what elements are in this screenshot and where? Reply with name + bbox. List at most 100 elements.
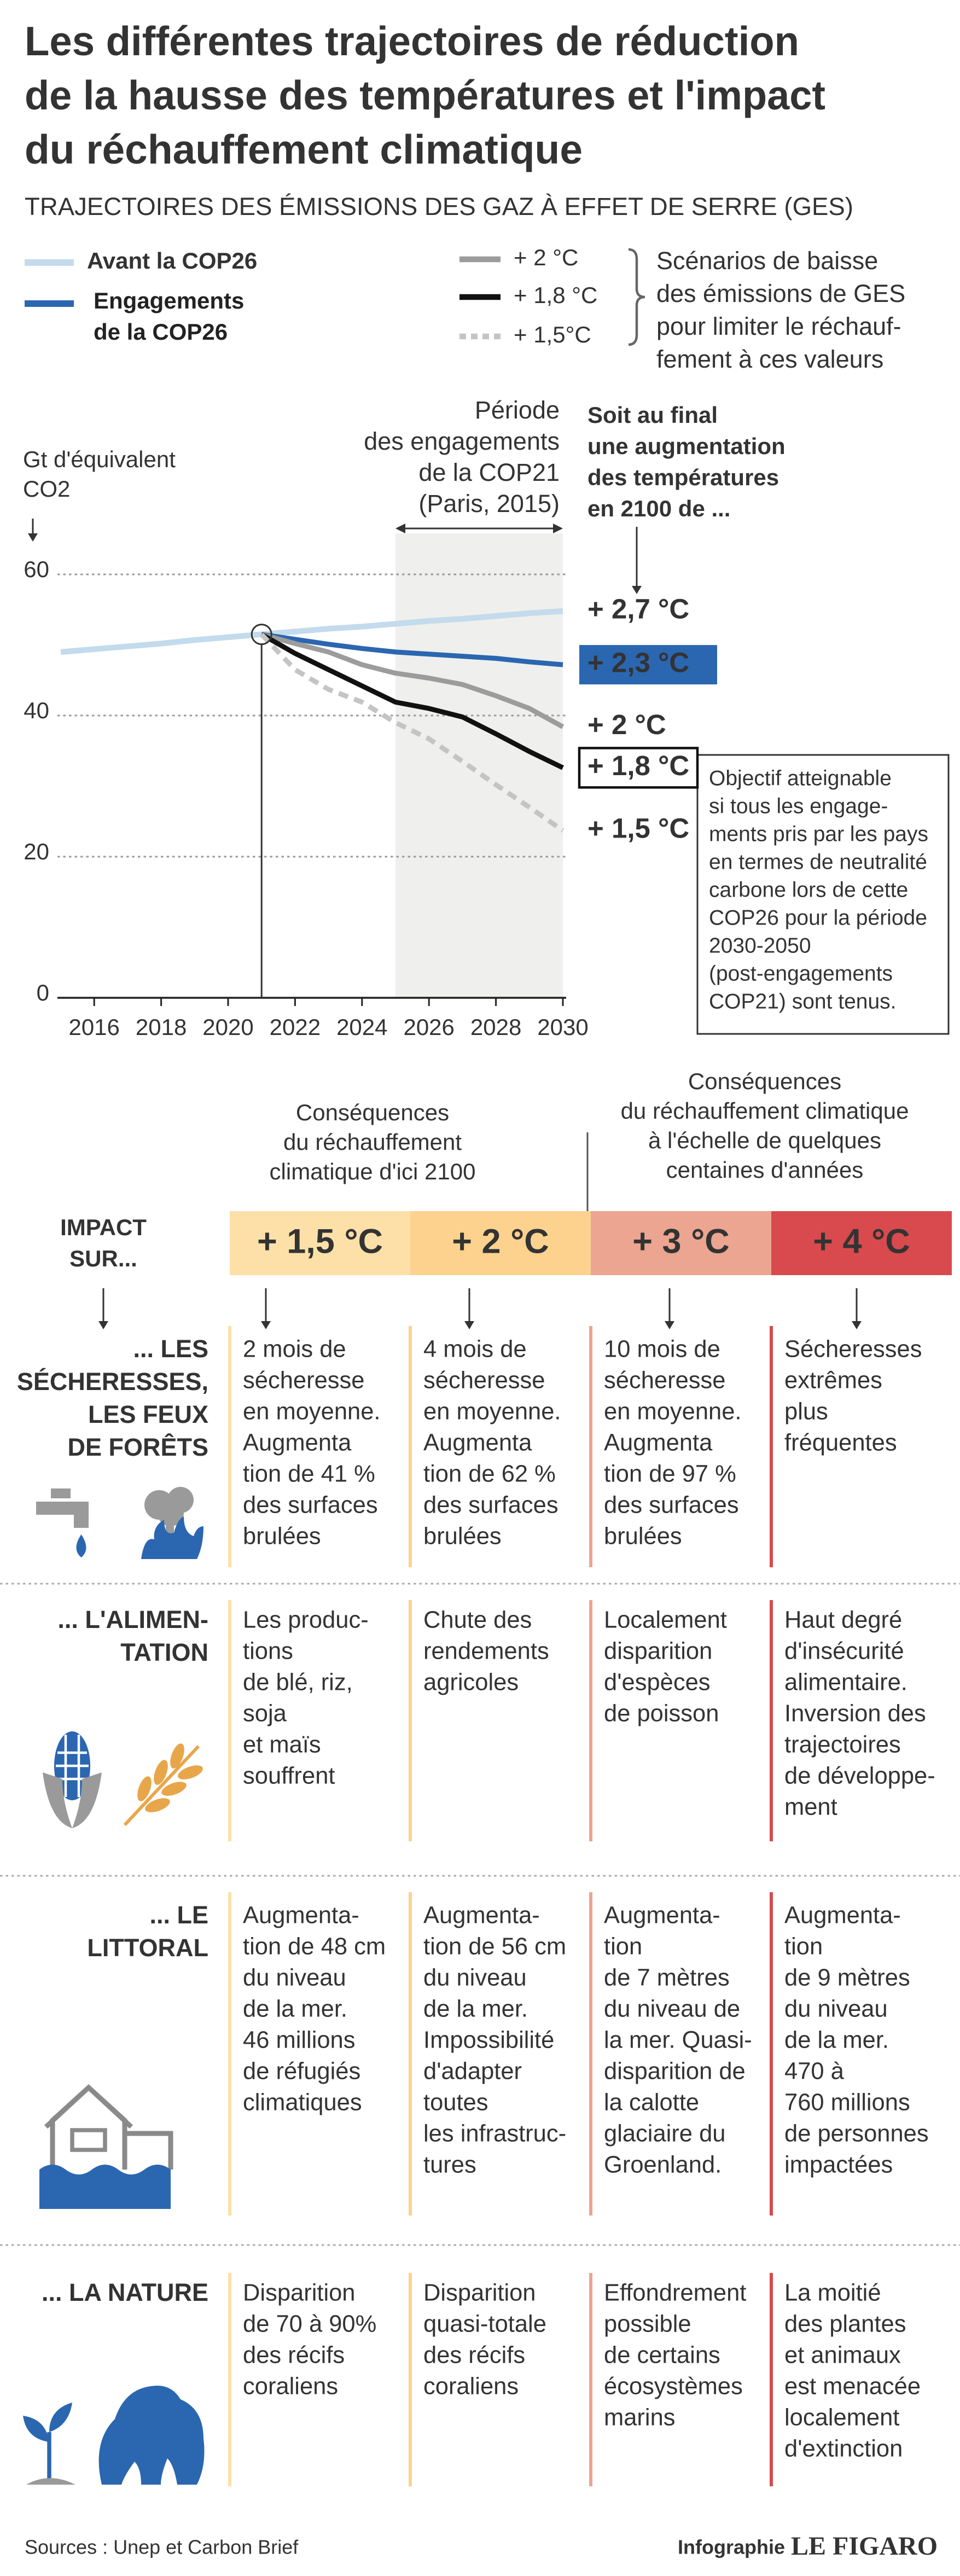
- period-label: des engagements: [364, 427, 560, 455]
- wheat-grain: [137, 1776, 152, 1801]
- y-axis-label: CO2: [23, 476, 70, 502]
- cell-text: Inversion des: [784, 1700, 926, 1726]
- corn-icon: [43, 1731, 102, 1828]
- impact-intro: SUR...: [69, 1246, 137, 1271]
- corn-grid: [56, 1735, 89, 1797]
- legend-brace: [628, 248, 645, 346]
- cell-text: extrêmes: [784, 1367, 882, 1393]
- temperature-cell: [591, 1211, 771, 1275]
- arrow-head: [28, 533, 38, 542]
- credit: Infographie: [678, 2536, 785, 2558]
- cell-text: du niveau: [243, 1964, 346, 1991]
- wheat-grain: [178, 1765, 203, 1780]
- cell-text: est menacée: [784, 2373, 921, 2399]
- cell-text: coraliens: [423, 2373, 519, 2399]
- cell-text: 4 mois de: [423, 1336, 527, 1362]
- period-heading: centaines d'années: [666, 1157, 864, 1183]
- arrow-head: [632, 586, 642, 594]
- cell-text: en moyenne.: [243, 1398, 381, 1424]
- temperature-cell: [410, 1211, 591, 1275]
- temperature-cell: [771, 1211, 952, 1275]
- cell-text: les infrastruc-: [423, 2120, 566, 2147]
- end-note: Soit au final: [587, 402, 718, 428]
- faucet-icon: [36, 1488, 89, 1557]
- cell-text: localement: [784, 2404, 899, 2430]
- cell-text: de 7 mètres: [604, 1964, 730, 1991]
- cell-text: alimentaire.: [784, 1669, 907, 1695]
- cell-text: écosystèmes: [604, 2373, 743, 2399]
- cell-text: et maïs: [243, 1731, 321, 1758]
- end-label: + 2,3 °C: [587, 647, 689, 678]
- objective-note: si tous les engage-: [709, 794, 888, 818]
- series-line: [260, 632, 564, 770]
- cell-text: Augmenta-: [784, 1902, 901, 1928]
- cell-text: d'espèces: [604, 1669, 711, 1695]
- row-label: TATION: [120, 1638, 208, 1666]
- cell-text: des surfaces: [604, 1492, 739, 1518]
- arrow-head: [395, 524, 405, 533]
- cell-text: de développe-: [784, 1763, 935, 1789]
- temperature-cell: [230, 1211, 410, 1275]
- cell-text: quasi-totale: [423, 2311, 546, 2337]
- cell-text: sécheresse: [423, 1367, 545, 1393]
- y-axis-label: Gt d'équivalent: [23, 446, 176, 472]
- series-line: [261, 632, 563, 667]
- cell-text: Augmenta: [604, 1429, 713, 1456]
- cell-text: Augmenta-: [604, 1902, 720, 1928]
- end-label: + 1,5 °C: [587, 813, 689, 844]
- arrow-head: [665, 1321, 674, 1329]
- gorilla-icon: [98, 2386, 205, 2485]
- cell-text: de la mer.: [243, 1996, 347, 2022]
- legend-label-box: Engagements de la COP26: [94, 287, 244, 345]
- end-label-box: [579, 645, 717, 685]
- period-heading: à l'échelle de quelques: [648, 1127, 881, 1153]
- plant-icon: [23, 2403, 75, 2485]
- objective-note: (post-engagements: [709, 962, 893, 985]
- cell-text: impactées: [784, 2151, 893, 2178]
- cell-text: Sécheresses: [784, 1336, 922, 1362]
- arrow-head: [553, 524, 563, 533]
- cell-text: d'insécurité: [784, 1638, 904, 1664]
- title: Les différentes trajectoires de réductio…: [25, 18, 799, 64]
- objective-note: carbone lors de cette: [709, 878, 908, 902]
- wheat-grain: [154, 1760, 168, 1785]
- period-heading: Conséquences: [296, 1100, 449, 1125]
- cell-text: de poisson: [604, 1700, 719, 1726]
- cell-text: Impossibilité: [423, 2027, 554, 2053]
- end-label: + 2 °C: [587, 709, 666, 740]
- x-tick-label: 2028: [470, 1014, 521, 1040]
- cell-text: des récifs: [243, 2342, 345, 2368]
- cell-text: agricoles: [423, 1669, 519, 1695]
- cell-text: en moyenne.: [423, 1398, 561, 1424]
- cell-text: Effondrement: [604, 2280, 746, 2306]
- scenario-note: fement à ces valeurs: [656, 345, 883, 373]
- cell-text: et animaux: [784, 2342, 901, 2368]
- cell-text: d'adapter: [423, 2058, 522, 2084]
- temperature-label: + 1,5 °C: [257, 1223, 383, 1261]
- cell-text: de réfugiés: [243, 2058, 360, 2084]
- cell-text: Les produc-: [243, 1607, 369, 1633]
- cell-text: brulées: [604, 1523, 682, 1549]
- row-label: LITTORAL: [87, 1934, 208, 1962]
- period-heading: du réchauffement climatique: [621, 1098, 909, 1124]
- row-label: SÉCHERESSES,: [17, 1368, 208, 1395]
- x-tick-label: 2016: [68, 1014, 119, 1040]
- cell-text: trajectoires: [784, 1731, 901, 1758]
- legend-label: + 1,8 °C: [514, 282, 597, 308]
- series-line: [259, 632, 565, 833]
- water-drop: [76, 1534, 86, 1557]
- x-tick-label: 2022: [270, 1014, 321, 1040]
- cell-text: des plantes: [784, 2311, 906, 2337]
- cell-text: brulées: [423, 1523, 502, 1549]
- cell-text: tion: [604, 1933, 642, 1959]
- corn-husk: [43, 1772, 102, 1828]
- cell-text: Haut degré: [784, 1607, 902, 1633]
- cell-text: la calotte: [604, 2089, 699, 2115]
- row-label: ... LE: [149, 1901, 208, 1929]
- cell-text: sécheresse: [243, 1367, 364, 1393]
- period-heading: du réchauffement: [283, 1129, 462, 1155]
- cell-text: de certains: [604, 2342, 720, 2368]
- cell-text: soja: [243, 1700, 287, 1726]
- row-label: ... LA NATURE: [42, 2278, 208, 2306]
- cell-text: Augmenta: [243, 1429, 352, 1456]
